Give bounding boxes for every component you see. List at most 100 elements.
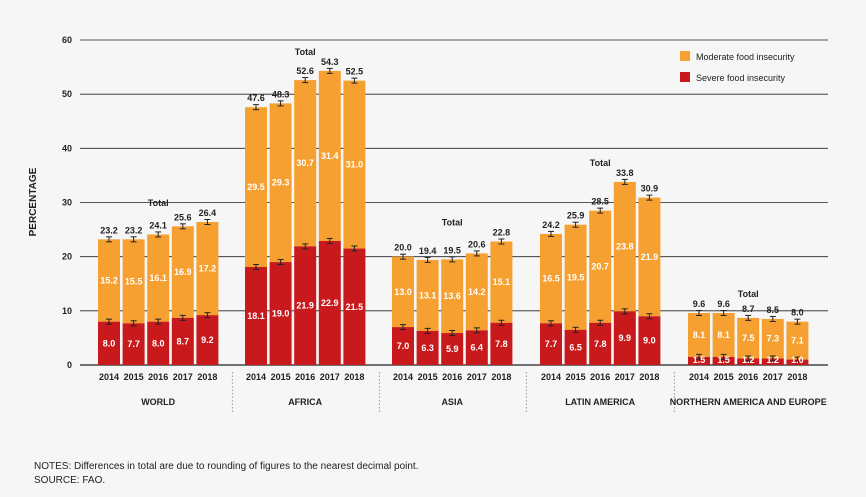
total-value-label: 19.4: [419, 246, 437, 256]
bar-severe: [294, 246, 317, 365]
group-label: LATIN AMERICA: [565, 397, 635, 407]
bar-severe: [638, 316, 661, 365]
total-value-label: 20.0: [394, 243, 412, 253]
severe-value-label: 1.5: [717, 355, 730, 365]
x-tick-label: 2014: [689, 372, 709, 382]
severe-value-label: 21.5: [346, 302, 364, 312]
bar-severe: [147, 321, 170, 365]
severe-value-label: 1.2: [767, 355, 780, 365]
bar-severe: [343, 248, 366, 365]
y-tick-label: 0: [67, 360, 72, 370]
x-tick-label: 2014: [541, 372, 561, 382]
total-value-label: 30.9: [641, 184, 659, 194]
x-tick-label: 2016: [295, 372, 315, 382]
total-value-label: 8.5: [767, 305, 780, 315]
severe-value-label: 7.8: [495, 339, 508, 349]
y-tick-label: 40: [62, 143, 72, 153]
moderate-value-label: 8.1: [717, 330, 730, 340]
severe-value-label: 6.5: [569, 342, 582, 352]
moderate-value-label: 8.1: [693, 330, 706, 340]
total-value-label: 8.7: [742, 304, 755, 314]
x-tick-label: 2018: [344, 372, 364, 382]
group-label: NORTHERN AMERICA AND EUROPE: [670, 397, 827, 407]
bar-moderate: [318, 70, 341, 241]
bar-severe: [712, 356, 735, 365]
moderate-value-label: 17.2: [199, 264, 217, 274]
bar-severe: [171, 317, 194, 365]
x-tick-label: 2016: [148, 372, 168, 382]
severe-value-label: 1.0: [791, 355, 804, 365]
total-value-label: 26.4: [199, 208, 217, 218]
moderate-value-label: 14.2: [468, 287, 486, 297]
x-tick-label: 2017: [467, 372, 487, 382]
bar-severe: [490, 322, 513, 365]
bar-moderate: [196, 222, 219, 316]
total-value-label: 47.6: [247, 93, 265, 103]
severe-value-label: 8.0: [103, 338, 116, 348]
x-tick-label: 2018: [491, 372, 511, 382]
moderate-value-label: 31.0: [346, 160, 364, 170]
x-tick-label: 2018: [639, 372, 659, 382]
severe-value-label: 7.7: [127, 339, 140, 349]
total-value-label: 9.6: [693, 299, 706, 309]
moderate-value-label: 7.1: [791, 336, 804, 346]
x-tick-label: 2015: [271, 372, 291, 382]
bar-severe: [564, 329, 587, 365]
moderate-value-label: 29.5: [247, 182, 265, 192]
bar-moderate: [688, 313, 710, 357]
bar-moderate: [638, 197, 661, 317]
x-tick-label: 2015: [566, 372, 586, 382]
total-value-label: 8.0: [791, 308, 804, 318]
moderate-value-label: 29.3: [272, 178, 290, 188]
source-text: SOURCE: FAO.: [34, 475, 106, 486]
bar-moderate: [712, 313, 735, 357]
severe-value-label: 6.3: [421, 343, 434, 353]
group-label: AFRICA: [288, 397, 322, 407]
bar-severe: [540, 323, 562, 365]
y-axis-label: PERCENTAGE: [28, 167, 39, 236]
bar-moderate: [441, 259, 464, 334]
severe-value-label: 6.4: [471, 343, 484, 353]
group-label: WORLD: [141, 397, 175, 407]
bar-severe: [465, 330, 488, 365]
x-tick-label: 2018: [197, 372, 217, 382]
bar-severe: [269, 262, 292, 365]
bar-severe: [688, 356, 710, 365]
bar-moderate: [490, 241, 513, 323]
x-tick-label: 2016: [590, 372, 610, 382]
bar-severe: [245, 266, 267, 365]
total-value-label: 23.2: [100, 225, 118, 235]
total-value-label: 24.2: [542, 220, 560, 230]
bar-moderate: [245, 107, 267, 267]
bar-severe: [441, 333, 464, 365]
severe-value-label: 22.9: [321, 298, 339, 308]
moderate-value-label: 7.5: [742, 333, 755, 343]
total-value-label: 24.1: [149, 220, 167, 230]
bar-severe: [416, 330, 439, 365]
bar-severe: [613, 311, 636, 365]
severe-value-label: 18.1: [247, 311, 265, 321]
x-tick-label: 2018: [787, 372, 807, 382]
moderate-value-label: 13.0: [394, 287, 412, 297]
legend-swatch-severe: [680, 72, 690, 82]
y-tick-label: 30: [62, 198, 72, 208]
bar-severe: [98, 321, 120, 365]
total-annotation: Total: [590, 158, 611, 168]
y-tick-label: 10: [62, 306, 72, 316]
x-tick-label: 2017: [763, 372, 783, 382]
total-annotation: Total: [295, 47, 316, 57]
bar-moderate: [465, 253, 488, 331]
legend-label-severe: Severe food insecurity: [696, 73, 786, 83]
bar-moderate: [294, 80, 317, 247]
severe-value-label: 8.0: [152, 338, 165, 348]
x-tick-label: 2017: [320, 372, 340, 382]
bar-severe: [392, 327, 414, 365]
bar-severe: [122, 323, 145, 365]
moderate-value-label: 15.2: [100, 276, 118, 286]
severe-value-label: 9.0: [643, 336, 656, 346]
moderate-value-label: 31.4: [321, 151, 339, 161]
bar-moderate: [98, 239, 120, 322]
bar-moderate: [171, 226, 194, 318]
x-tick-label: 2015: [124, 372, 144, 382]
